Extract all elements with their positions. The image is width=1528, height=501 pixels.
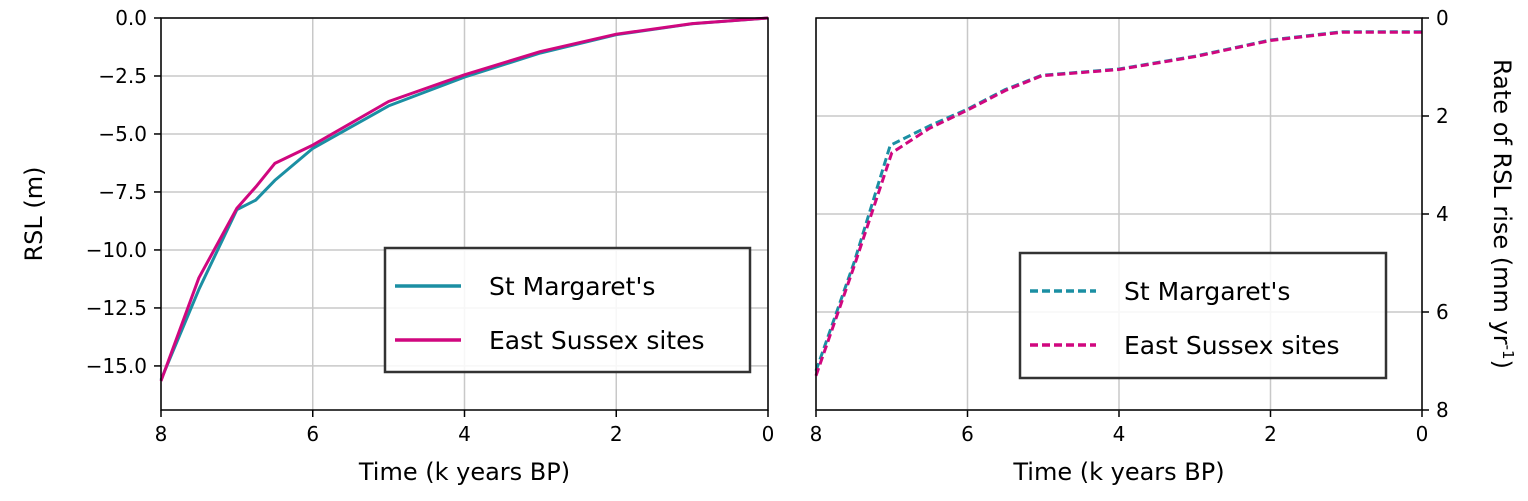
legend-label: East Sussex sites <box>489 326 705 355</box>
legend: St Margaret's East Sussex sites <box>1018 251 1388 380</box>
y-axis-label-main: Rate of RSL rise (mm yr <box>1488 59 1516 345</box>
y-tick-label: −10.0 <box>86 238 147 262</box>
y-tick-label: −2.5 <box>98 64 147 88</box>
x-tick-label: 6 <box>306 422 319 446</box>
legend-box <box>383 246 752 374</box>
y-axis-label-end: ) <box>1488 360 1516 369</box>
x-tick-label: 4 <box>1113 422 1126 446</box>
legend-label: St Margaret's <box>1124 277 1290 306</box>
y-tick-label: −7.5 <box>98 180 147 204</box>
axes-frame <box>160 17 769 411</box>
legend-label: East Sussex sites <box>1124 331 1340 360</box>
y-tick-label: 6 <box>1436 300 1449 324</box>
x-tick-label: 8 <box>155 422 168 446</box>
x-axis-label: Time (k years BP) <box>358 458 570 486</box>
panel-rate: 8 6 4 2 0 0 2 4 6 8 St Margaret's East Sussex sites… <box>810 6 1517 486</box>
y-tick-label: −15.0 <box>86 354 147 378</box>
x-tick-label: 8 <box>810 422 823 446</box>
y-tick-label: −5.0 <box>98 122 147 146</box>
y-tick-label: 0 <box>1436 6 1449 30</box>
y-tick-label: 0.0 <box>115 6 147 30</box>
x-tick-label: 0 <box>1416 422 1429 446</box>
series-line-east-sussex <box>814 30 1422 377</box>
legend-label: St Margaret's <box>489 272 655 301</box>
x-tick-label: 4 <box>458 422 471 446</box>
x-tick-label: 0 <box>762 422 775 446</box>
panel-rsl: 8 6 4 2 0 0.0 −2.5 −5.0 −7.5 −10.0 −12.5 −15.0 St Ma… <box>20 6 774 486</box>
y-axis-label: Rate of RSL rise (mm yr-1) <box>1488 59 1517 369</box>
legend-box <box>1018 251 1388 380</box>
y-tick-label: −12.5 <box>86 296 147 320</box>
x-tick-label: 2 <box>610 422 623 446</box>
axes-frame <box>815 17 1423 411</box>
x-tick-label: 6 <box>961 422 974 446</box>
y-tick-label: 4 <box>1436 202 1449 226</box>
x-tick-label: 2 <box>1264 422 1277 446</box>
series-line-east-sussex <box>159 16 769 382</box>
y-tick-label: 8 <box>1436 398 1449 422</box>
y-axis-label-superscript: -1 <box>1499 345 1517 360</box>
legend: St Margaret's East Sussex sites <box>383 246 752 374</box>
x-axis-label: Time (k years BP) <box>1012 458 1224 486</box>
y-axis-label: RSL (m) <box>20 166 48 261</box>
y-tick-label: 2 <box>1436 104 1449 128</box>
